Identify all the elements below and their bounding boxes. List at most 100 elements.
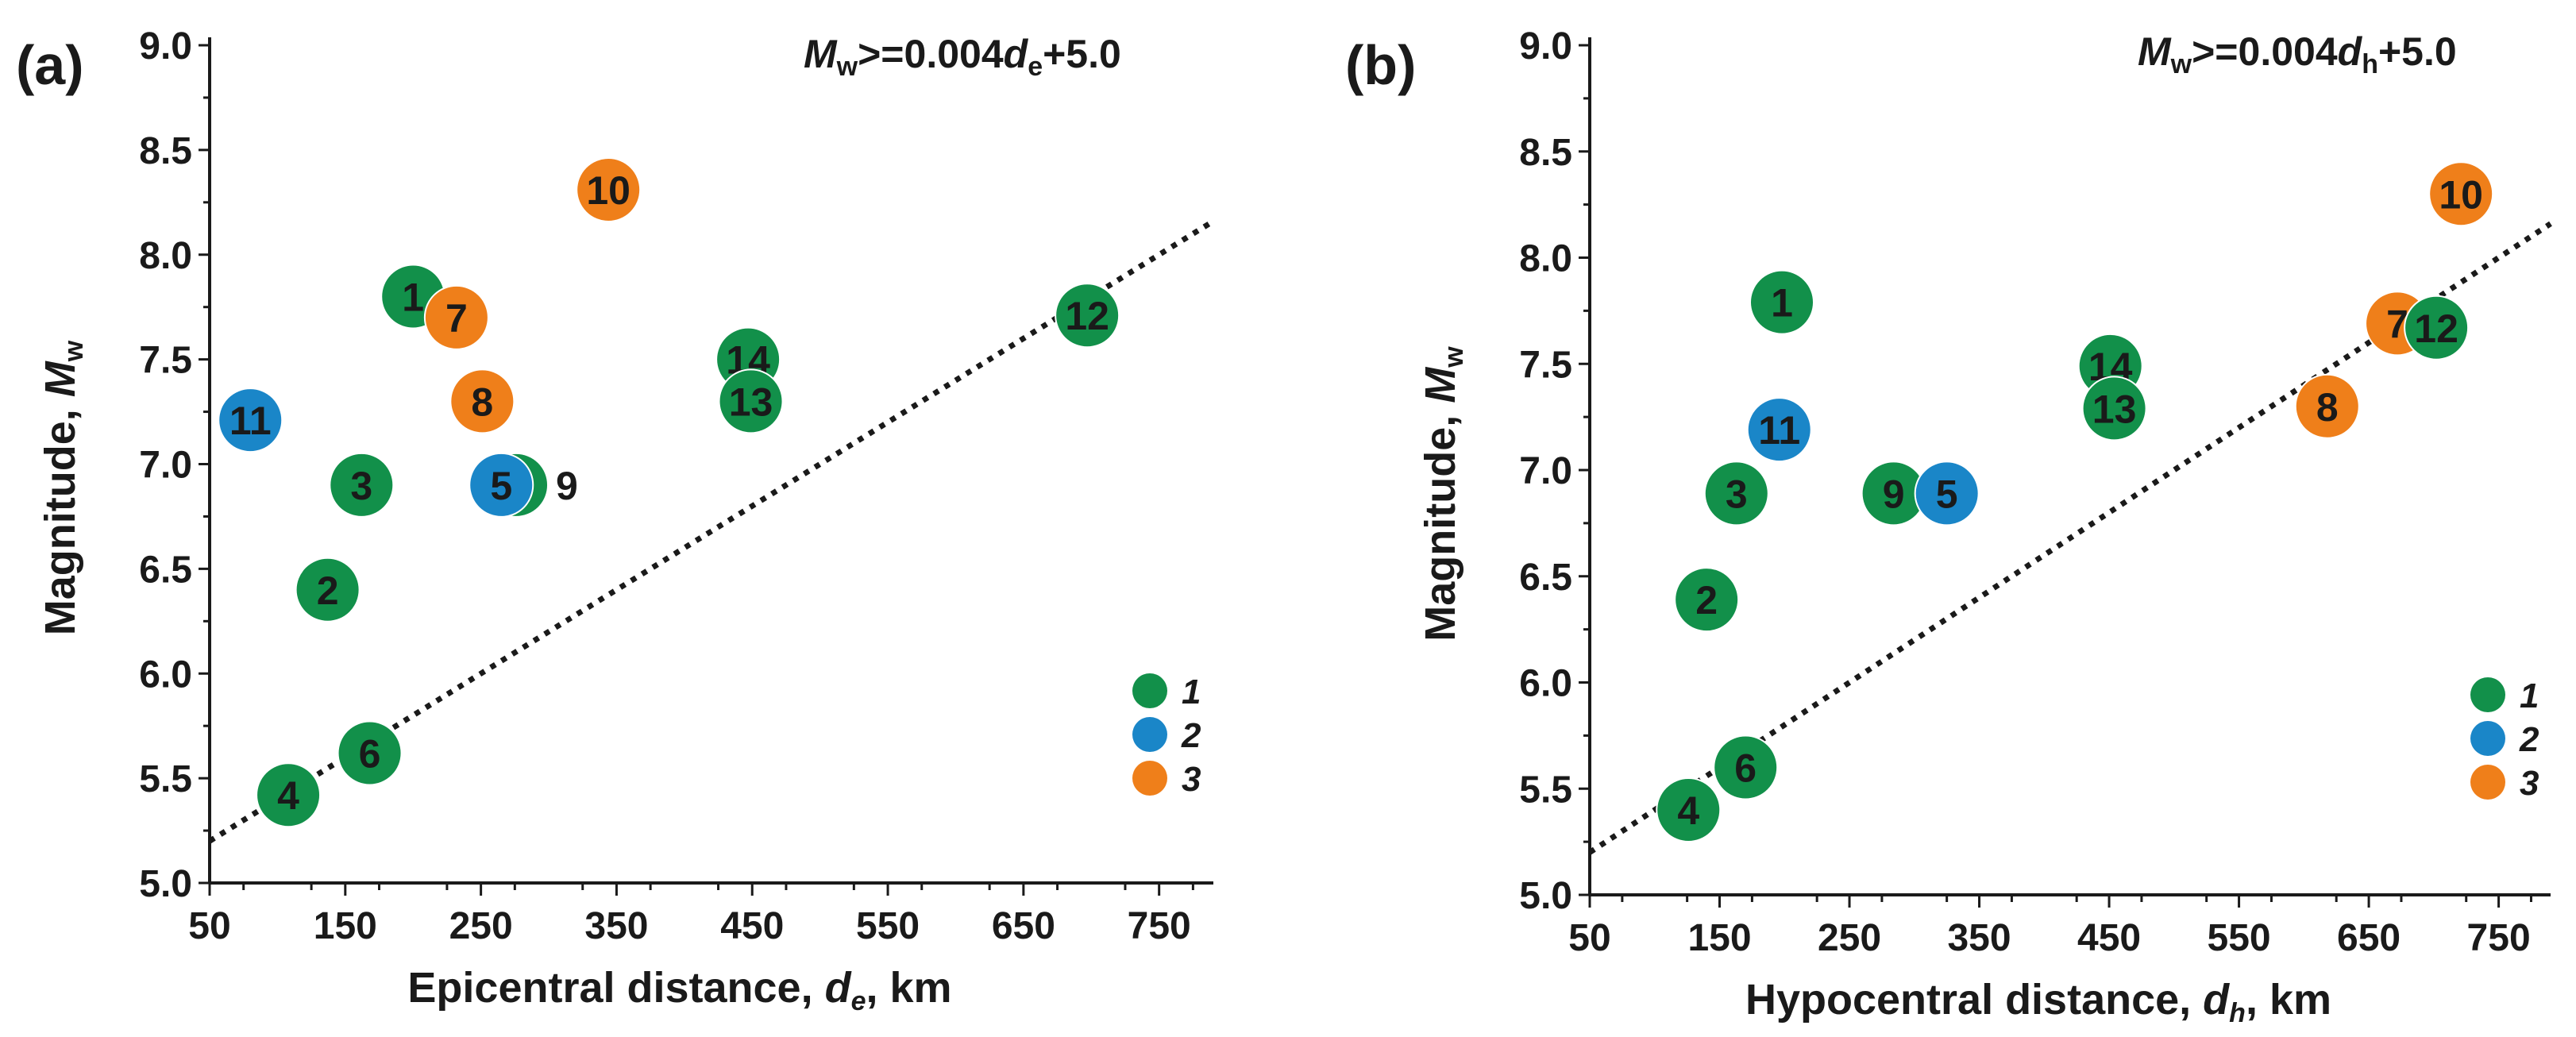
data-point-13: 13	[718, 368, 784, 434]
point-label: 12	[2414, 306, 2458, 351]
legend-entry-3: 3	[1132, 760, 1201, 799]
x-tick-label: 650	[2337, 917, 2401, 959]
y-tick-label: 7.0	[1519, 450, 1572, 492]
data-point-4: 4	[1656, 777, 1722, 842]
legend-label: 3	[1182, 760, 1201, 799]
point-marker	[337, 720, 403, 786]
data-point-5: 5	[1914, 461, 1980, 526]
point-marker	[423, 284, 489, 350]
point-marker	[2428, 161, 2494, 227]
point-marker	[718, 368, 784, 434]
x-tick-label: 250	[1818, 917, 1881, 959]
legend-entry-1: 1	[1132, 673, 1201, 711]
legend-label: 2	[1181, 716, 1201, 755]
point-label: 12	[1065, 294, 1109, 338]
legend-label: 3	[2520, 764, 2539, 803]
point-label: 10	[586, 168, 631, 213]
point-marker	[295, 557, 361, 623]
legend-entry-3: 3	[2470, 764, 2539, 803]
legend-marker	[1132, 717, 1167, 752]
point-marker	[329, 452, 395, 518]
point-marker	[2404, 295, 2470, 360]
legend-label: 2	[2519, 720, 2539, 759]
point-marker	[469, 452, 534, 518]
data-point-7: 7	[423, 284, 489, 350]
legend-entry-2: 2	[2470, 720, 2539, 759]
point-label: 4	[277, 773, 299, 818]
y-axis-title: Magnitude, Mw	[1417, 346, 1469, 642]
legend-marker	[1132, 761, 1167, 796]
point-label: 5	[490, 464, 512, 508]
point-marker	[1055, 283, 1120, 349]
point-marker	[1746, 397, 1812, 463]
x-tick-label: 450	[720, 905, 784, 947]
data-point-13: 13	[2081, 376, 2147, 441]
point-label: 2	[1695, 578, 1718, 623]
point-label: 1	[402, 276, 424, 320]
point-label: 3	[350, 464, 372, 508]
y-tick-label: 6.5	[1519, 557, 1572, 599]
y-tick-label: 8.5	[139, 130, 192, 172]
point-label: 8	[2316, 385, 2339, 430]
threshold-equation: Mw>=0.004dh+5.0	[2138, 29, 2457, 79]
panel-a: (a)5.05.56.06.57.07.58.08.59.050 150 250 35…	[16, 25, 1215, 1016]
x-axis-title: Hypocentral distance, dh, km	[1745, 976, 2331, 1028]
y-tick-label: 7.5	[1519, 344, 1572, 386]
x-tick-label: 750	[1128, 905, 1191, 947]
point-label: 4	[1677, 788, 1699, 833]
x-tick-label: 550	[856, 905, 920, 947]
x-tick-label: 750	[2467, 917, 2531, 959]
point-marker	[1656, 777, 1722, 842]
data-point-9: 9	[1861, 461, 1926, 526]
x-tick-label: 50	[1568, 917, 1610, 959]
point-label: 7	[445, 296, 468, 341]
panel-b: (b)5.05.56.06.57.07.58.08.59.050 150 250 35…	[1345, 25, 2552, 1028]
point-marker	[1713, 734, 1779, 800]
y-tick-label: 8.5	[1519, 132, 1572, 174]
point-label: 11	[1758, 408, 1800, 453]
data-point-1: 1	[1749, 269, 1814, 335]
panel-label: (a)	[16, 34, 84, 96]
point-label: 10	[2439, 172, 2483, 217]
data-point-11: 11	[218, 387, 283, 453]
x-axis-title: Epicentral distance, de, km	[407, 964, 951, 1016]
point-label: 13	[2092, 387, 2137, 431]
y-tick-label: 7.5	[139, 340, 192, 382]
legend-entry-1: 1	[2470, 677, 2539, 715]
point-label: 13	[729, 380, 773, 424]
y-tick-label: 8.0	[1519, 238, 1572, 280]
data-point-6: 6	[1713, 734, 1779, 800]
legend-label: 1	[2520, 677, 2539, 715]
data-point-12: 12	[2404, 295, 2470, 360]
point-marker	[1703, 461, 1769, 526]
point-label: 9	[556, 464, 578, 508]
data-point-3: 3	[1703, 461, 1769, 526]
point-label: 1	[1771, 281, 1793, 326]
y-tick-label: 5.5	[1519, 769, 1572, 811]
point-marker	[256, 762, 322, 828]
x-tick-label: 450	[2077, 917, 2141, 959]
data-point-10: 10	[576, 156, 642, 222]
point-marker	[1674, 567, 1740, 633]
x-tick-label: 650	[992, 905, 1055, 947]
data-point-10: 10	[2428, 161, 2494, 227]
point-label: 2	[317, 569, 339, 613]
y-tick-label: 8.0	[139, 235, 192, 277]
x-tick-label: 550	[2208, 917, 2271, 959]
y-tick-label: 6.0	[139, 653, 192, 696]
y-tick-label: 5.0	[1519, 875, 1572, 917]
legend-marker	[2470, 765, 2505, 800]
point-label: 6	[359, 731, 381, 776]
legend-label: 1	[1182, 673, 1201, 711]
y-tick-label: 6.5	[139, 549, 192, 591]
data-point-11: 11	[1746, 397, 1812, 463]
y-tick-label: 7.0	[139, 445, 192, 487]
data-point-2: 2	[1674, 567, 1740, 633]
data-point-2: 2	[295, 557, 361, 623]
point-label: 3	[1726, 472, 1748, 516]
point-marker	[218, 387, 283, 453]
point-label: 6	[1734, 746, 1757, 791]
point-marker	[449, 368, 515, 434]
panel-label: (b)	[1345, 34, 1416, 96]
